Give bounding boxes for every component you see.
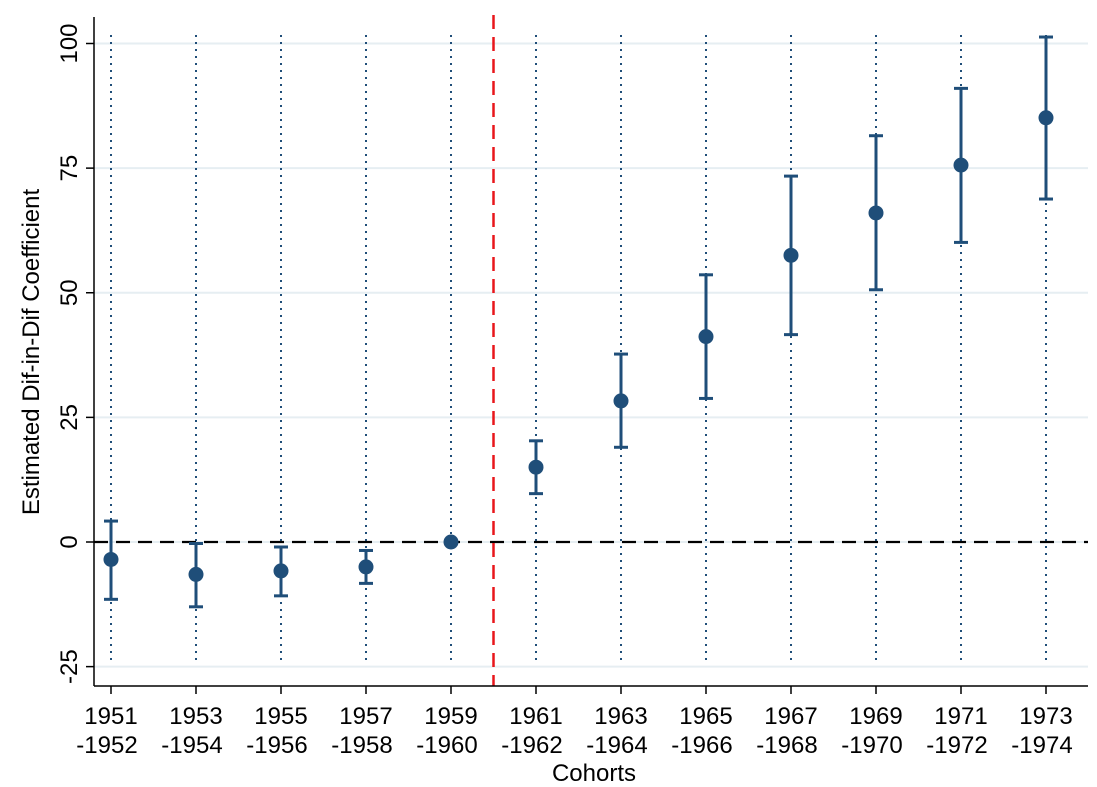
x-tick-label-line2: -1962	[501, 732, 562, 759]
data-point	[613, 393, 629, 409]
x-tick-label-line1: 1971	[934, 703, 987, 730]
x-tick-label-line1: 1969	[849, 703, 902, 730]
x-axis-title: Cohorts	[552, 760, 636, 787]
x-tick-label-line2: -1974	[1011, 732, 1072, 759]
y-axis-title: Estimated Dif-in-Dif Coefficient	[18, 189, 45, 516]
x-tick-label-line1: 1961	[509, 703, 562, 730]
data-point	[358, 559, 374, 575]
data-point	[783, 247, 799, 263]
data-point	[528, 459, 544, 475]
x-tick-label-line1: 1953	[169, 703, 222, 730]
x-tick-label-line1: 1965	[679, 703, 732, 730]
y-tick-label: 0	[56, 535, 83, 548]
data-point	[1038, 110, 1054, 126]
x-tick-label-line2: -1958	[331, 732, 392, 759]
data-point	[188, 566, 204, 582]
y-tick-label: -25	[56, 649, 83, 684]
data-point	[103, 551, 119, 567]
gridlines	[94, 42, 1088, 668]
data-point	[443, 534, 459, 550]
data-point	[273, 563, 289, 579]
x-tick-label-line1: 1951	[84, 703, 137, 730]
y-tick-label: 50	[56, 279, 83, 306]
x-tick-label-line2: -1954	[161, 732, 222, 759]
x-tick-label-line1: 1957	[339, 703, 392, 730]
y-ticks: -25 0 25 50 75 100	[56, 23, 94, 684]
data-series	[103, 35, 1054, 609]
y-tick-label: 100	[56, 23, 83, 63]
y-tick-label: 25	[56, 404, 83, 431]
x-tick-label-line2: -1968	[756, 732, 817, 759]
reference-lines	[94, 15, 1088, 686]
y-tick-label: 75	[56, 155, 83, 182]
x-tick-label-line2: -1970	[841, 732, 902, 759]
x-tick-label-line1: 1973	[1019, 703, 1072, 730]
x-tick-label-line2: -1972	[926, 732, 987, 759]
x-tick-label-line2: -1960	[416, 732, 477, 759]
data-point	[698, 329, 714, 345]
x-tick-label-line2: -1952	[76, 732, 137, 759]
data-point	[868, 205, 884, 221]
x-tick-label-line1: 1963	[594, 703, 647, 730]
x-tick-label-line2: -1966	[671, 732, 732, 759]
x-tick-label-line2: -1956	[246, 732, 307, 759]
x-tick-label-line2: -1964	[586, 732, 647, 759]
data-point	[953, 157, 969, 173]
x-tick-label-line1: 1967	[764, 703, 817, 730]
x-tick-label-line1: 1955	[254, 703, 307, 730]
x-ticks: 1951-1952 1953-1954 1955-1956 1957-1958 1959…	[76, 686, 1073, 759]
category-dotted-lines	[110, 35, 1047, 664]
x-tick-label-line1: 1959	[424, 703, 477, 730]
axes	[93, 17, 1088, 687]
